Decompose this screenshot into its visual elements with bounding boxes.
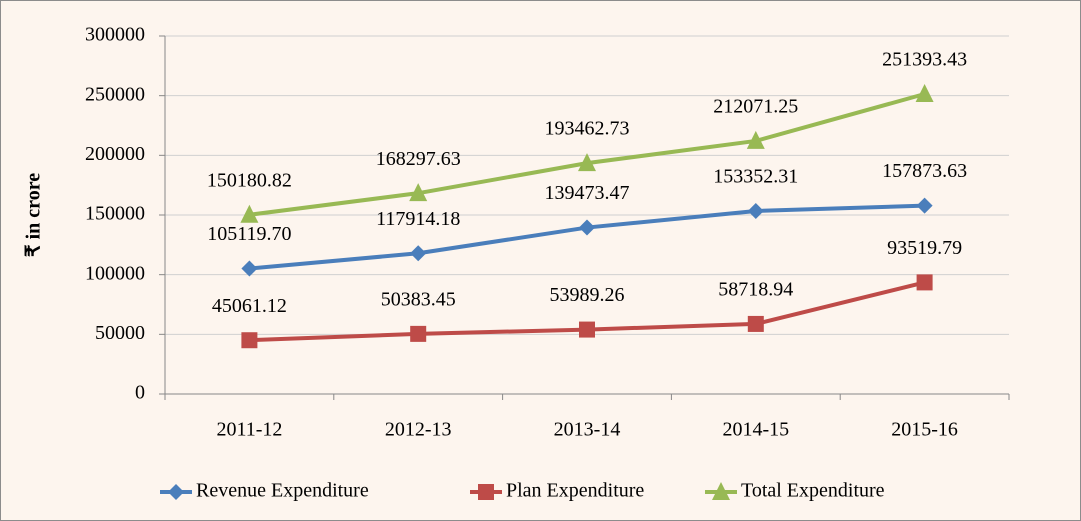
data-point [579, 321, 595, 338]
data-point [410, 245, 427, 262]
data-label: 168297.63 [376, 148, 461, 170]
data-label: 117914.18 [376, 208, 460, 230]
x-tick-label: 2011-12 [216, 419, 282, 441]
data-point [241, 260, 258, 277]
y-axis-label: ₹ in crore [23, 173, 45, 257]
x-tick-label: 2013-14 [554, 419, 621, 441]
data-point [916, 197, 933, 214]
x-tick-label: 2015-16 [891, 419, 958, 441]
legend-label: Total Expenditure [741, 480, 885, 502]
y-tick-label: 100000 [85, 262, 145, 284]
data-point [747, 315, 764, 332]
data-point [916, 274, 933, 291]
legend-label: Plan Expenditure [506, 480, 644, 502]
data-label: 150180.82 [207, 169, 292, 191]
data-label: 139473.47 [545, 182, 630, 204]
legend-marker [712, 482, 730, 500]
y-tick-label: 300000 [85, 24, 145, 46]
data-label: 58718.94 [718, 279, 793, 301]
y-tick-label: 50000 [95, 322, 145, 344]
data-label: 105119.70 [207, 223, 291, 245]
data-point [747, 202, 764, 219]
data-point [746, 130, 765, 149]
y-tick-label: 0 [135, 382, 145, 404]
data-point [241, 332, 258, 349]
data-point [579, 219, 595, 236]
data-label: 93519.79 [887, 237, 962, 259]
y-tick-label: 200000 [85, 143, 145, 165]
data-label: 153352.31 [713, 166, 798, 188]
data-point [915, 84, 934, 103]
data-label: 45061.12 [212, 295, 287, 317]
legend-label: Revenue Expenditure [196, 480, 369, 502]
data-label: 212071.25 [713, 96, 798, 118]
x-tick-label: 2014-15 [722, 419, 789, 441]
data-point [409, 183, 428, 202]
legend-marker [478, 484, 494, 500]
y-tick-label: 250000 [85, 83, 145, 105]
x-tick-label: 2012-13 [385, 419, 452, 441]
data-label: 50383.45 [381, 288, 456, 310]
data-label: 251393.43 [882, 49, 967, 71]
data-point [410, 325, 427, 342]
data-label: 53989.26 [550, 284, 625, 306]
data-point [578, 153, 596, 172]
y-tick-label: 150000 [85, 203, 145, 225]
data-point [240, 204, 259, 223]
data-label: 157873.63 [882, 160, 967, 182]
legend-marker [168, 484, 184, 500]
data-label: 193462.73 [545, 118, 630, 140]
